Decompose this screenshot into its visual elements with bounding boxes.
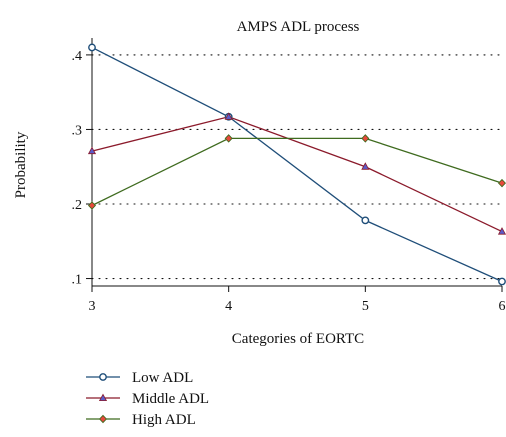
x-tick-label: 6 <box>499 299 506 314</box>
x-tick-label: 4 <box>225 299 232 314</box>
data-point <box>362 217 368 223</box>
y-axis-label: Probability <box>13 131 29 198</box>
data-point <box>499 278 505 284</box>
axes: .1 .2 .3 .4 3 4 5 6 <box>72 38 506 314</box>
y-tick-label: .1 <box>72 273 83 288</box>
data-point <box>89 202 96 209</box>
x-axis-label: Categories of EORTC <box>232 331 364 347</box>
grid-lines <box>92 55 502 279</box>
series-line-1 <box>92 117 502 232</box>
legend-marker <box>100 415 107 422</box>
data-point <box>362 135 369 142</box>
legend-label: High ADL <box>132 412 196 428</box>
series-line-0 <box>92 47 502 281</box>
legend-marker <box>100 374 106 380</box>
legend-label: Low ADL <box>132 370 193 386</box>
y-tick-label: .3 <box>72 123 83 138</box>
data-point <box>89 44 95 50</box>
legend: Low ADL Middle ADL High ADL <box>86 370 209 428</box>
chart-title: AMPS ADL process <box>237 19 360 35</box>
x-tick-label: 3 <box>89 299 96 314</box>
data-point <box>499 180 506 187</box>
y-tick-label: .4 <box>72 49 83 64</box>
x-tick-label: 5 <box>362 299 369 314</box>
legend-label: Middle ADL <box>132 391 209 407</box>
data-point <box>225 135 232 142</box>
series-line-2 <box>92 138 502 205</box>
y-tick-label: .2 <box>72 198 83 213</box>
plot-area <box>89 44 506 284</box>
